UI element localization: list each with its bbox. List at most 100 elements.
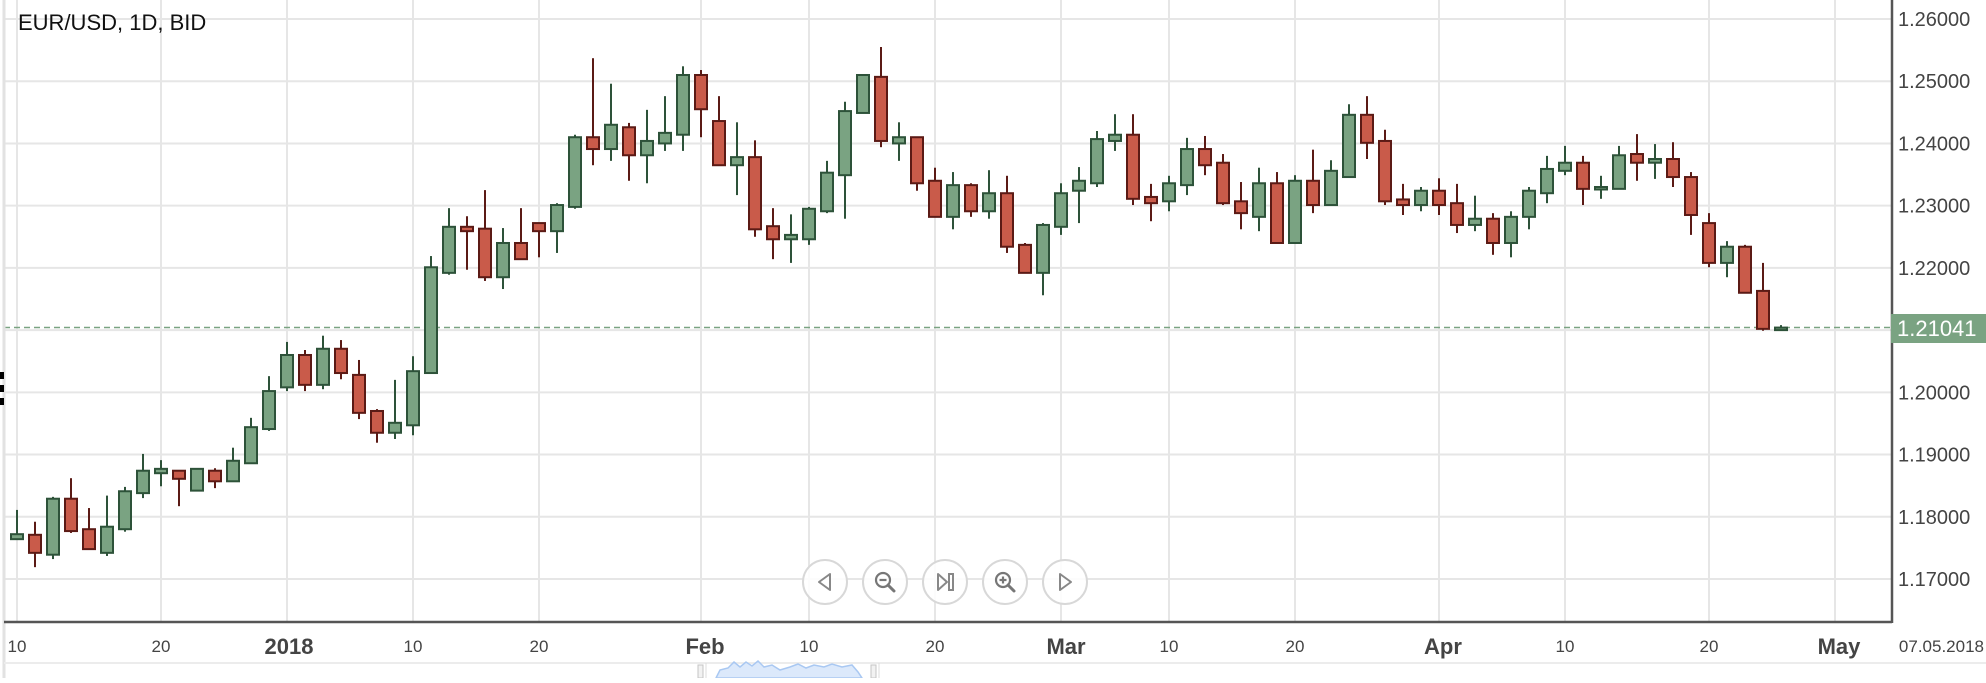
candle [244,417,258,465]
candle [370,409,384,443]
drag-handle-dot [0,385,4,392]
candle [190,467,204,492]
candle [298,350,312,392]
candle [1306,149,1320,214]
last-price-badge: 1.21041 [1891,314,1986,343]
candle [388,379,402,439]
x-tick-label: 10 [1556,637,1575,656]
candle [316,335,330,390]
x-tick-label: 20 [1286,637,1305,656]
candle [604,83,618,161]
magnifier-minus-icon [874,571,896,593]
candle [1234,182,1248,230]
candle [1180,137,1194,196]
candle [208,468,222,489]
chart-title: EUR/USD, 1D, BID [18,10,207,35]
candle [1144,183,1158,222]
x-tick-label: 20 [926,637,945,656]
candle [1468,195,1482,232]
candle [1504,211,1518,258]
triangle-right-icon [1059,573,1072,591]
candle [712,96,726,167]
zoom-in-button[interactable] [982,559,1028,605]
candle [1378,129,1392,206]
candle [748,140,762,237]
candle [1324,160,1338,207]
candle [1450,183,1464,234]
zoom-out-button[interactable] [862,559,908,605]
candle [1594,175,1608,199]
candle [10,509,24,541]
candle [226,447,240,483]
candle [1648,144,1662,179]
candle [1198,135,1212,176]
date-label: 07.05.2018 [1899,637,1984,656]
candle [136,453,150,499]
candle [838,101,852,219]
candle [280,341,294,392]
candle [406,356,420,436]
x-tick-label: 10 [1160,637,1179,656]
candle [964,183,978,217]
candle [64,478,78,533]
candle [1216,154,1230,206]
candle [622,122,636,181]
x-tick-label: 20 [152,637,171,656]
scroll-left-button[interactable] [802,559,848,605]
candle [1018,242,1032,274]
y-tick-label: 1.25000 [1898,71,1970,93]
candle [1522,186,1536,230]
y-tick-label: 1.23000 [1898,196,1970,218]
candle [496,228,510,290]
candle [658,96,672,151]
x-tick-label: Feb [685,634,724,659]
drag-handle-dot [0,372,4,379]
candle [1072,167,1086,224]
candle [100,495,114,556]
candle [1108,114,1122,151]
y-tick-label: 1.19000 [1898,445,1970,467]
x-tick-label: 2018 [265,634,314,659]
candle [874,46,888,148]
candle [1666,142,1680,187]
candle [1774,325,1788,332]
candle [352,359,366,420]
chart-navigation-controls [802,559,1088,605]
candle [424,256,438,375]
candle [154,460,168,487]
candle [478,190,492,281]
drag-handle[interactable] [0,372,4,411]
candle [586,58,600,166]
y-tick-label: 1.26000 [1898,9,1970,31]
candle [820,160,834,214]
candle [1252,167,1266,232]
candle [172,469,186,507]
magnifier-plus-icon [994,571,1016,593]
candle [460,216,474,270]
candle [1720,241,1734,278]
candle [1090,130,1104,187]
candle [676,66,690,151]
navigator-left-handle[interactable] [697,664,704,679]
candle [928,167,942,218]
x-tick-label: 20 [530,637,549,656]
x-tick-label: May [1818,634,1862,659]
candle [1558,145,1572,176]
candle [1432,178,1446,215]
candle [568,134,582,209]
candle [784,214,798,263]
candle [1576,155,1590,206]
y-tick-label: 1.18000 [1898,507,1970,529]
skip-to-end-icon [937,573,954,591]
candle [1612,145,1626,190]
candle [1126,114,1140,206]
candle [946,172,960,230]
candle [46,496,60,560]
go-to-latest-button[interactable] [922,559,968,605]
scroll-right-button[interactable] [1042,559,1088,605]
candle [1756,262,1770,331]
candle [28,521,42,568]
drag-handle-dot [0,398,4,405]
navigator-right-handle[interactable] [870,664,877,679]
